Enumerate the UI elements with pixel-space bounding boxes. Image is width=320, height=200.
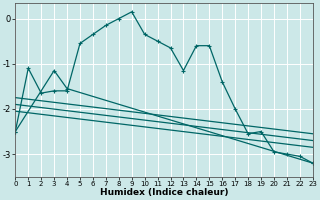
X-axis label: Humidex (Indice chaleur): Humidex (Indice chaleur)	[100, 188, 228, 197]
